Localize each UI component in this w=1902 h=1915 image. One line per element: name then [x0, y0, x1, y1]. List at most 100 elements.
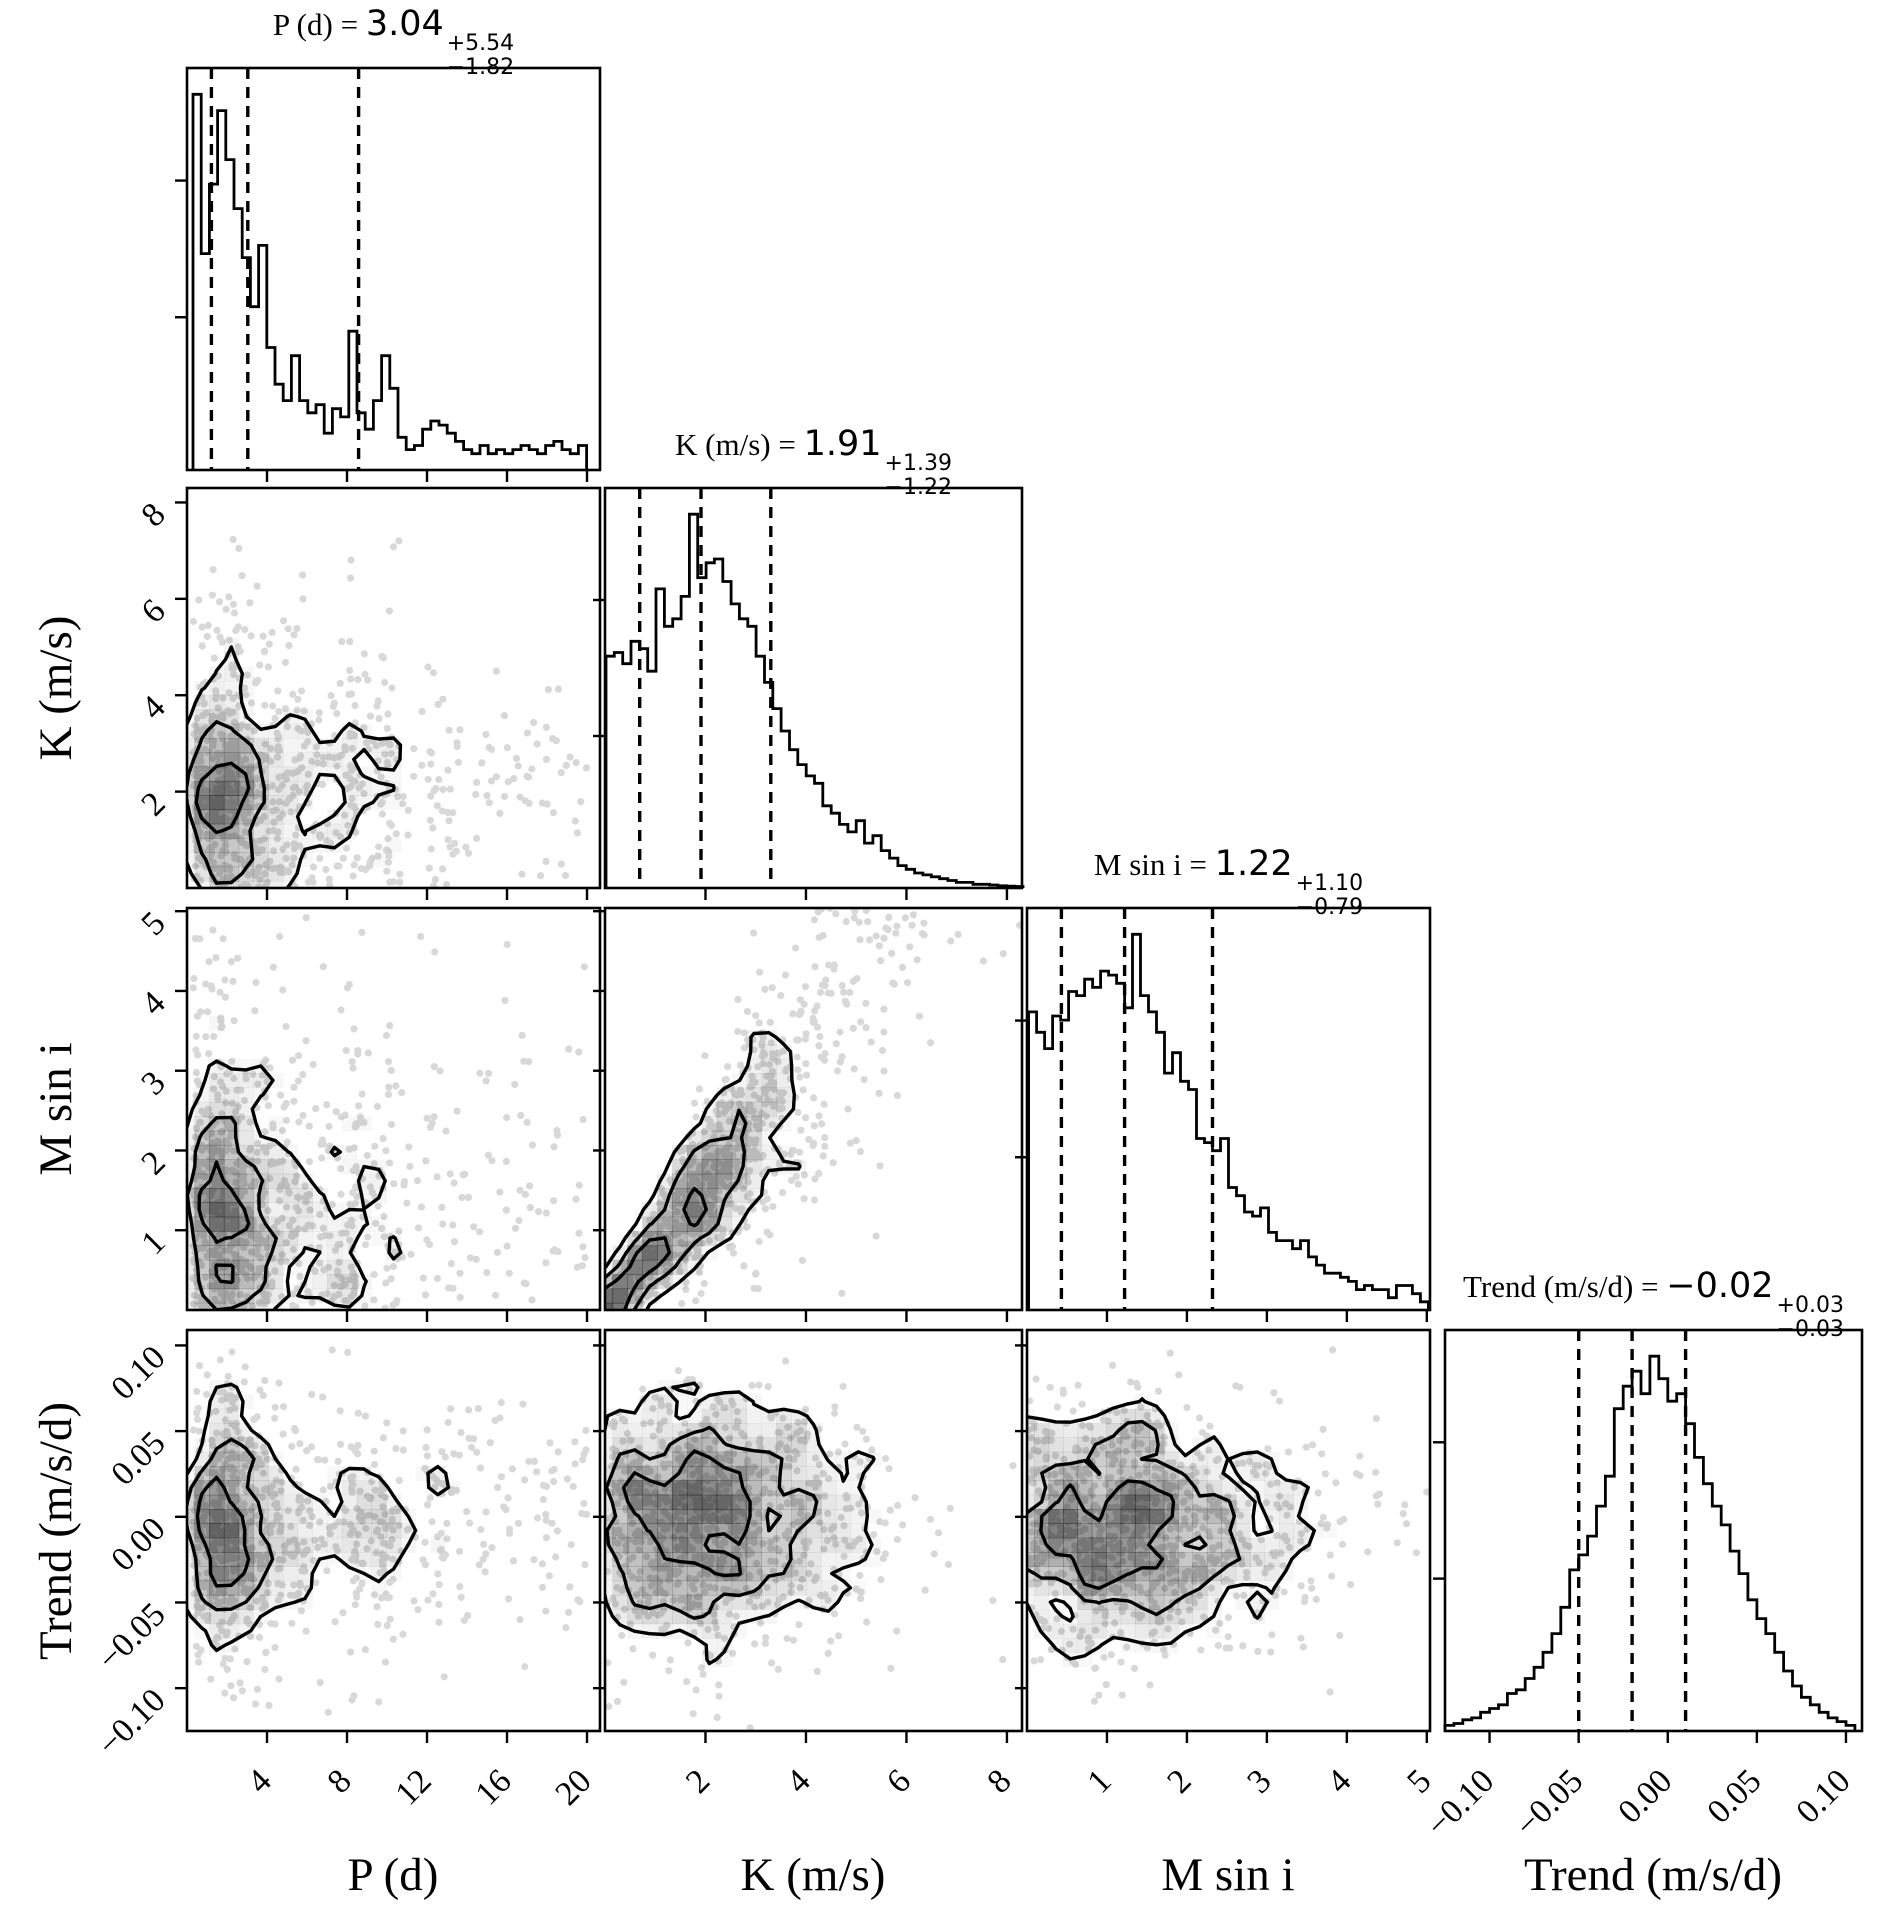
x-axis-label-trend: Trend (m/s/d): [1523, 1849, 1783, 1901]
title-prefix: M sin i =: [1093, 847, 1215, 882]
panel-title-P: P (d) = 3.04 +5.54 −1.82: [114, 4, 674, 80]
x-tick-label: 0.00: [1611, 1762, 1679, 1830]
panel-hist-Trend: [1433, 1328, 1864, 1743]
tick-marks: [1015, 1344, 1429, 1743]
x-tick-label: 2: [1160, 1762, 1198, 1800]
tick-marks: [593, 909, 1009, 1322]
title-prefix: Trend (m/s/d) =: [1463, 1269, 1667, 1304]
contour-level: [1039, 1479, 1176, 1590]
histogram-outline: [1443, 1354, 1857, 1731]
x-tick-label: 2: [679, 1762, 717, 1800]
tick-marks: [1433, 1441, 1848, 1743]
contour-level: [187, 720, 266, 885]
x-tick-label: 6: [880, 1762, 918, 1800]
x-axis-label-msini: M sin i: [1161, 1849, 1295, 1901]
histogram-outline: [191, 92, 588, 470]
histogram-outline: [1027, 932, 1430, 1310]
x-tick-label: 1: [1080, 1762, 1118, 1800]
x-tick-label: 4: [779, 1762, 817, 1800]
panel-hist-K: [593, 486, 1025, 900]
contour-level: [194, 761, 251, 835]
title-prefix: K (m/s) =: [675, 427, 804, 462]
tick-marks: [175, 501, 589, 900]
y-tick-label: 1: [134, 1224, 172, 1262]
density-shading: [605, 1030, 807, 1310]
density-shading: [187, 1380, 446, 1653]
contour-level: [605, 1186, 708, 1310]
panel-border: [185, 486, 602, 890]
y-tick-label: −0.05: [91, 1596, 173, 1678]
panel-border: [1025, 906, 1432, 1312]
panel-title-K: K (m/s) = 1.91 +1.39 −1.22: [534, 424, 1094, 500]
y-tick-label: −0.10: [91, 1682, 173, 1764]
density-shading: [187, 652, 402, 888]
panel-border: [185, 906, 602, 1312]
tick-marks: [593, 1344, 1009, 1743]
y-tick-label: 3: [134, 1064, 172, 1102]
contour-level: [605, 1425, 819, 1620]
panel-hist-Msini: [1015, 906, 1432, 1322]
y-tick-label: 6: [134, 592, 172, 630]
tick-marks: [1015, 1019, 1429, 1322]
title-value: −0.02: [1666, 1266, 1774, 1306]
y-tick-label: 0.00: [104, 1510, 172, 1578]
x-axis-label-p: P (d): [347, 1849, 439, 1901]
tick-marks: [175, 909, 589, 1322]
scatter-points: [189, 1346, 591, 1716]
panel-border: [603, 906, 1024, 1312]
contour-level: [1027, 1397, 1316, 1661]
x-tick-label: 4: [1320, 1762, 1358, 1800]
panel-border: [603, 486, 1024, 890]
density-shading: [1027, 1394, 1309, 1653]
scatter-points: [1027, 1346, 1430, 1705]
panel-Msini-vs-P: [175, 906, 602, 1322]
x-tick-label: 12: [388, 1762, 438, 1812]
x-tick-label: 20: [548, 1762, 598, 1812]
panel-border: [185, 1328, 602, 1733]
contour-level: [1027, 1419, 1242, 1617]
y-tick-label: 5: [134, 905, 172, 943]
contour-level: [605, 1381, 876, 1666]
title-value: 3.04: [365, 4, 444, 44]
x-tick-label: −0.05: [1509, 1762, 1591, 1844]
contour-level: [197, 1160, 251, 1285]
x-tick-label: 4: [240, 1762, 278, 1800]
y-axis-label-trend: Trend (m/s/d): [30, 1401, 82, 1661]
title-errors: +1.10 −0.79: [1295, 871, 1364, 921]
title-prefix: P (d) =: [272, 7, 366, 42]
y-axis-label-msini: M sin i: [30, 1042, 82, 1176]
y-tick-label: 2: [134, 1144, 172, 1182]
panel-Msini-vs-K: [593, 906, 1024, 1322]
x-tick-label: 8: [980, 1762, 1018, 1800]
y-tick-label: 0.10: [104, 1339, 172, 1407]
panel-border: [1025, 1328, 1432, 1733]
panel-Trend-vs-K: [593, 1328, 1024, 1743]
panel-border: [185, 66, 602, 472]
panel-title-Msini: M sin i = 1.22 +1.10 −0.79: [949, 844, 1509, 920]
contour-level: [621, 1449, 752, 1578]
x-tick-label: 3: [1240, 1762, 1278, 1800]
y-tick-label: 2: [134, 785, 172, 823]
y-tick-label: 4: [134, 984, 172, 1022]
y-tick-label: 0.05: [104, 1425, 172, 1493]
x-tick-label: 0.10: [1789, 1762, 1857, 1830]
panel-title-Trend: Trend (m/s/d) = −0.02 +0.03 −0.03: [1374, 1266, 1902, 1342]
contour-level: [187, 645, 403, 888]
histogram-outline: [604, 512, 1025, 888]
title-value: 1.22: [1214, 844, 1293, 884]
panel-border: [1443, 1328, 1864, 1733]
panel-K-vs-P: [175, 486, 602, 900]
x-axis-label-k: K (m/s): [740, 1849, 886, 1901]
x-tick-label: 5: [1400, 1762, 1438, 1800]
y-tick-label: 4: [134, 689, 172, 727]
density-shading: [605, 1380, 882, 1668]
panel-Trend-vs-Msini: [1015, 1328, 1432, 1743]
contour-level: [195, 1475, 251, 1588]
title-value: 1.91: [803, 424, 882, 464]
x-tick-label: −0.10: [1419, 1762, 1501, 1844]
panel-Trend-vs-P: [175, 1328, 602, 1743]
contour-level: [187, 1382, 451, 1653]
contour-level: [605, 1108, 748, 1310]
